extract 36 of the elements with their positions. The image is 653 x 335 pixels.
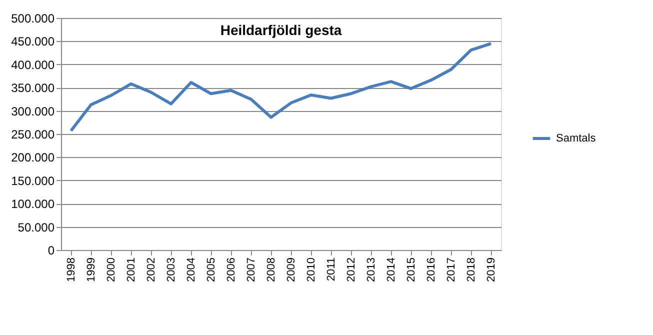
x-tick-label: 2009 bbox=[286, 258, 298, 282]
x-tick-label: 1999 bbox=[86, 258, 98, 282]
y-tick-label: 200.000 bbox=[11, 150, 55, 165]
x-tick-label: 2001 bbox=[126, 258, 138, 282]
legend-label: Samtals bbox=[556, 132, 596, 144]
x-tick-label: 2010 bbox=[306, 258, 318, 282]
x-tick-label: 2008 bbox=[266, 258, 278, 282]
y-tick-label: 500.000 bbox=[11, 12, 55, 26]
y-tick-label: 350.000 bbox=[11, 81, 55, 96]
x-tick-label: 2015 bbox=[406, 258, 418, 282]
y-tick-label: 100.000 bbox=[11, 197, 55, 212]
y-tick-label: 400.000 bbox=[11, 58, 55, 72]
x-tick-label: 2018 bbox=[466, 258, 478, 282]
x-tick-label: 1998 bbox=[66, 258, 78, 282]
y-tick-label: 300.000 bbox=[11, 104, 55, 118]
x-tick-label: 2000 bbox=[106, 258, 118, 282]
x-tick-label: 2011 bbox=[326, 258, 338, 282]
y-tick-label: 450.000 bbox=[11, 34, 55, 49]
x-tick-label: 2019 bbox=[486, 258, 498, 282]
y-tick-label: 50.000 bbox=[18, 220, 55, 234]
x-tick-label: 2007 bbox=[246, 258, 258, 282]
x-tick-label: 2003 bbox=[166, 258, 178, 282]
x-tick-label: 2002 bbox=[146, 258, 158, 282]
x-tick-label: 2012 bbox=[346, 258, 358, 282]
y-tick-label: 150.000 bbox=[11, 174, 55, 188]
x-tick-label: 2006 bbox=[226, 258, 238, 282]
y-tick-label: 250.000 bbox=[11, 128, 55, 142]
line-series bbox=[70, 42, 492, 132]
x-tick-label: 2014 bbox=[386, 258, 398, 282]
x-tick-label: 2004 bbox=[186, 258, 198, 282]
x-tick-label: 2017 bbox=[446, 258, 458, 282]
chart-title: Heildarfjöldi gesta bbox=[220, 22, 342, 38]
y-tick-label: 0 bbox=[48, 244, 55, 258]
x-tick-label: 2016 bbox=[426, 258, 438, 282]
x-tick-label: 2013 bbox=[366, 258, 378, 282]
x-tick-label: 2005 bbox=[206, 258, 218, 282]
